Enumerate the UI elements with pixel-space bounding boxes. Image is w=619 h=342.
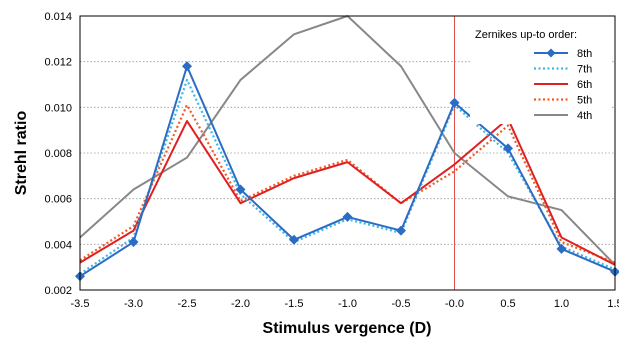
data-point-marker	[503, 143, 513, 154]
x-tick-label: 1.5	[607, 298, 619, 310]
y-axis-title: Strehl ratio	[13, 111, 30, 196]
y-tick-label: 0.002	[44, 285, 72, 297]
x-tick-labels: -3.5 -3.0 -2.5 -2.0 -1.5 -1.0 -0.5 -0.0 0.5 1.0 1.…	[71, 298, 619, 310]
legend-label-6th: 6th	[577, 79, 592, 91]
y-tick-label: 0.014	[44, 11, 72, 23]
data-point-marker	[289, 234, 299, 245]
x-tick-label: -3.0	[124, 298, 143, 310]
legend-marker-8th	[546, 48, 556, 58]
data-point-marker	[235, 184, 246, 195]
x-tick-label: -2.5	[178, 298, 197, 310]
data-point-marker	[449, 97, 460, 108]
y-tick-label: 0.004	[44, 239, 72, 251]
legend-label-8th: 8th	[577, 48, 592, 60]
data-point-marker	[128, 237, 139, 248]
y-tick-labels: 0.002 0.004 0.006 0.008 0.010 0.012 0.014	[44, 11, 72, 297]
y-tick-label: 0.012	[44, 57, 72, 69]
data-point-marker	[182, 61, 192, 72]
x-tick-label: -2.0	[231, 298, 250, 310]
x-tick-label: 1.0	[554, 298, 569, 310]
data-point-marker	[556, 243, 567, 254]
legend-label-4th: 4th	[577, 110, 592, 122]
series-layer	[75, 15, 619, 282]
x-tick-label: -3.5	[71, 298, 90, 310]
x-tick-label: -0.0	[445, 298, 464, 310]
x-tick-label: -1.5	[285, 298, 304, 310]
legend-label-5th: 5th	[577, 95, 592, 107]
series-line-6th	[79, 117, 616, 266]
plot-frame	[79, 15, 616, 291]
data-point-marker	[396, 225, 406, 236]
x-tick-label: -1.0	[338, 298, 357, 310]
y-tick-label: 0.006	[44, 194, 72, 206]
legend-title: Zernikes up-to order:	[475, 29, 577, 41]
legend: Zernikes up-to order: 8th 7th 6th 5th 4th	[470, 22, 612, 124]
legend-box	[470, 22, 612, 124]
y-tick-label: 0.010	[44, 102, 72, 114]
legend-label-7th: 7th	[577, 64, 592, 76]
data-point-marker	[342, 211, 353, 222]
x-tick-label: 0.5	[500, 298, 515, 310]
x-axis-title: Stimulus vergence (D)	[263, 320, 432, 337]
x-tick-label: -0.5	[392, 298, 411, 310]
y-tick-label: 0.008	[44, 148, 72, 160]
